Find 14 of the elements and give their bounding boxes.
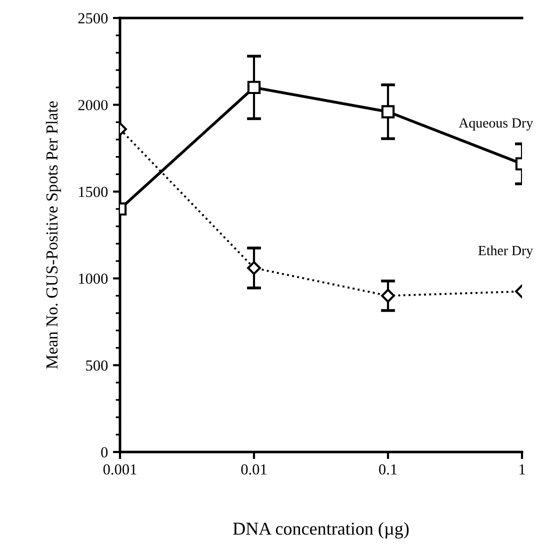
x-tick-label: 0.1 (379, 464, 397, 475)
y-tick-label: 1000 (78, 274, 108, 284)
text: Ether Dry (478, 245, 534, 258)
x-tick-label: 0.01 (241, 464, 266, 475)
y-tick-label: 2500 (78, 13, 108, 24)
y-tick-label: 1500 (78, 186, 108, 198)
y-tick-label: 500 (86, 360, 108, 371)
x-axis-title: DNA concentration (µg) (233, 522, 409, 539)
series-label: Aqueous Dry (458, 118, 534, 130)
x-tick-label: 1 (520, 464, 525, 474)
x-tick-label: 0.001 (103, 464, 136, 475)
y-axis-title: Mean No. GUS-Positive Spots Per Plate (46, 101, 61, 369)
y-tick-label: 2000 (78, 100, 108, 110)
y-tick-label: 0 (101, 447, 108, 458)
